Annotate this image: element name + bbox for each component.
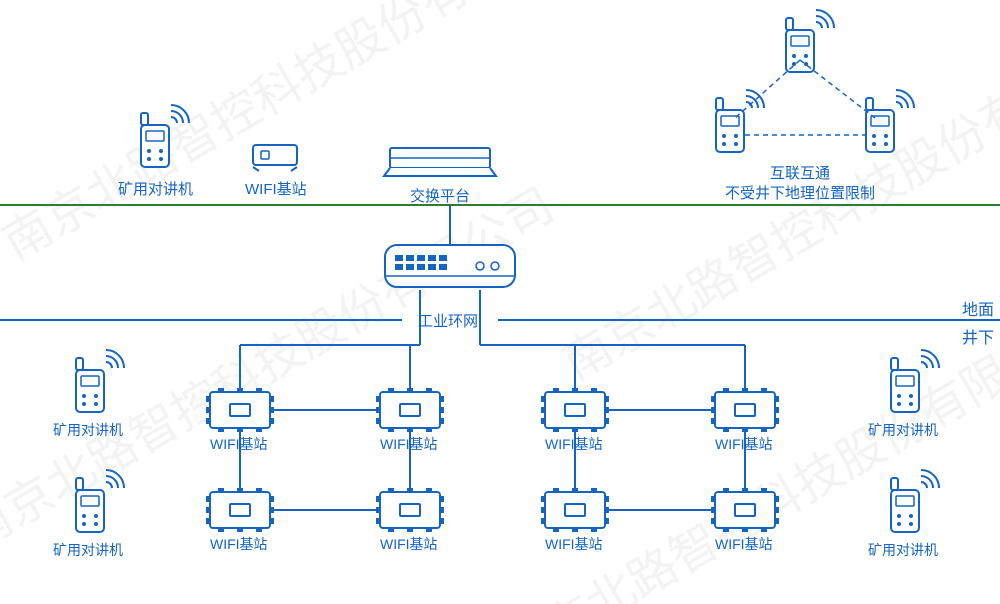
radio-icon (891, 470, 939, 532)
links (240, 345, 745, 510)
diagram-canvas (0, 0, 1000, 604)
wifi-box-icon (376, 488, 444, 532)
label: 矿用对讲机 (868, 540, 938, 560)
label: WIFI基站 (245, 178, 307, 199)
label: 不受井下地理位置限制 (725, 182, 875, 203)
label: 工业环网 (418, 310, 478, 331)
radio-icon (786, 10, 834, 72)
label: WIFI基站 (210, 534, 268, 554)
label: 矿用对讲机 (53, 540, 123, 560)
platform-icon (384, 148, 496, 176)
wifi-box-icon (541, 488, 609, 532)
label: 互联互通 (770, 162, 830, 183)
label: WIFI基站 (715, 534, 773, 554)
label-side-above: 地面 (962, 296, 994, 320)
wifi-box-icon (206, 488, 274, 532)
mesh-link (735, 60, 800, 118)
radio-icon (891, 350, 939, 412)
wifi-box-icon (376, 388, 444, 432)
label: 矿用对讲机 (118, 178, 193, 199)
label: WIFI基站 (380, 534, 438, 554)
radio-icon (866, 90, 914, 152)
label: WIFI基站 (545, 434, 603, 454)
label: 矿用对讲机 (868, 420, 938, 440)
radio-icon (76, 470, 124, 532)
label: 矿用对讲机 (53, 420, 123, 440)
radio-icon (76, 350, 124, 412)
label-side-below: 井下 (962, 324, 994, 348)
wifi-box-icon (711, 388, 779, 432)
label: WIFI基站 (545, 534, 603, 554)
label: WIFI基站 (715, 434, 773, 454)
radio-icon (141, 105, 189, 167)
wifi-box-icon (711, 488, 779, 532)
wifi-box-icon (206, 388, 274, 432)
wifi-ap-icon (253, 145, 297, 171)
label: WIFI基站 (210, 434, 268, 454)
wifi-box-icon (541, 388, 609, 432)
label: 交换平台 (410, 185, 470, 206)
switch-icon (385, 245, 515, 287)
label: WIFI基站 (380, 434, 438, 454)
